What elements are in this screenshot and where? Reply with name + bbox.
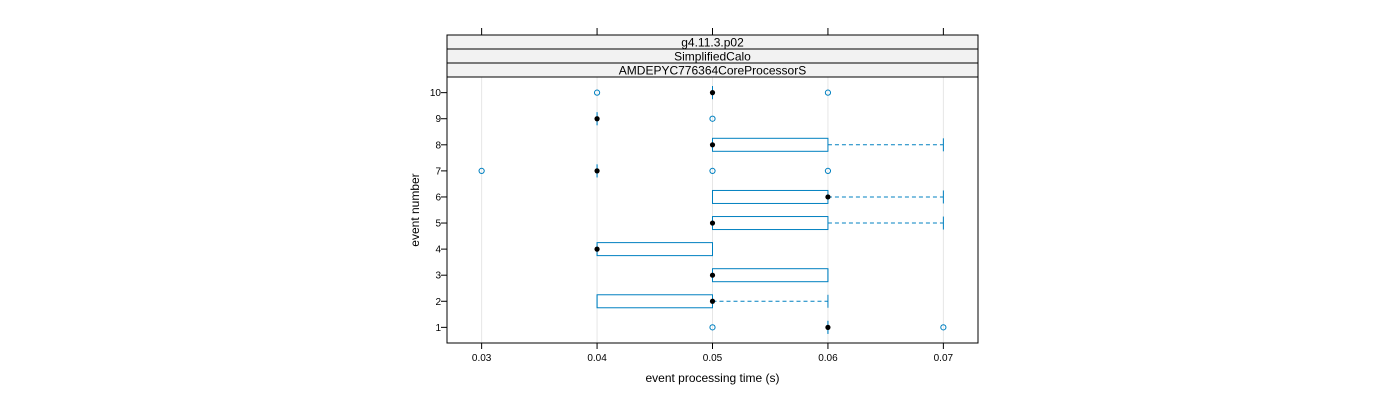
y-tick-label: 3 [435, 271, 441, 282]
box-event-2 [596, 294, 829, 309]
y-tick-label: 1 [435, 323, 441, 334]
outlier-point [709, 324, 716, 331]
box-event-9 [594, 112, 716, 126]
outlier-point [478, 167, 485, 174]
box-iqr [712, 268, 829, 283]
strip-3-label: AMDEPYC776364CoreProcessorS [619, 64, 806, 78]
median-point [825, 324, 831, 330]
box-iqr [596, 294, 714, 309]
median-point [594, 116, 600, 122]
box-event-7 [478, 164, 832, 178]
outlier-point [940, 324, 947, 331]
box-event-6 [712, 189, 944, 204]
strip-1-label: g4.11.3.p02 [681, 36, 744, 50]
box-event-4 [594, 242, 714, 257]
box-event-8 [709, 137, 944, 152]
x-tick-label: 0.04 [587, 353, 607, 364]
y-axis: 1 2 3 4 5 6 7 8 9 10 [430, 88, 447, 334]
median-point [709, 220, 716, 226]
median-point [594, 246, 600, 252]
box-iqr [712, 189, 829, 204]
median-point [709, 298, 716, 304]
strip-3: AMDEPYC776364CoreProcessorS [446, 62, 979, 78]
box-event-1 [709, 320, 947, 334]
outlier-point [824, 89, 832, 96]
x-tick-label: 0.05 [703, 353, 723, 364]
outlier-point [709, 167, 716, 174]
x-axis-title: event processing time (s) [645, 371, 779, 385]
strip-2: SimplifiedCalo [446, 48, 979, 64]
outlier-point [709, 115, 716, 122]
median-point [709, 90, 716, 96]
y-tick-label: 2 [435, 297, 441, 308]
x-axis: 0.03 0.04 0.05 0.06 0.07 [472, 343, 954, 364]
y-tick-label: 7 [435, 166, 441, 177]
median-point [825, 194, 831, 200]
y-tick-label: 10 [430, 88, 442, 99]
box-event-3 [709, 268, 829, 283]
box-event-10 [593, 86, 832, 100]
y-tick-label: 4 [435, 245, 441, 256]
y-tick-label: 9 [435, 114, 441, 125]
outlier-point [824, 167, 832, 174]
y-tick-label: 5 [435, 219, 441, 230]
y-axis-title: event number [408, 173, 422, 246]
top-grid-lines [481, 28, 944, 35]
x-tick-label: 0.03 [472, 353, 492, 364]
box-event-5 [709, 216, 944, 231]
outlier-point [593, 89, 601, 96]
x-tick-label: 0.06 [818, 353, 838, 364]
box-iqr [712, 216, 829, 231]
strip-1: g4.11.3.p02 [446, 34, 979, 50]
strip-2-label: SimplifiedCalo [674, 50, 751, 64]
median-point [709, 142, 716, 148]
box-iqr [596, 242, 714, 257]
boxes-layer [478, 86, 947, 334]
median-point [594, 168, 600, 174]
y-tick-label: 6 [435, 192, 441, 203]
box-iqr [712, 137, 829, 152]
median-point [709, 272, 716, 278]
x-tick-label: 0.07 [934, 353, 954, 364]
y-tick-label: 8 [435, 140, 441, 151]
